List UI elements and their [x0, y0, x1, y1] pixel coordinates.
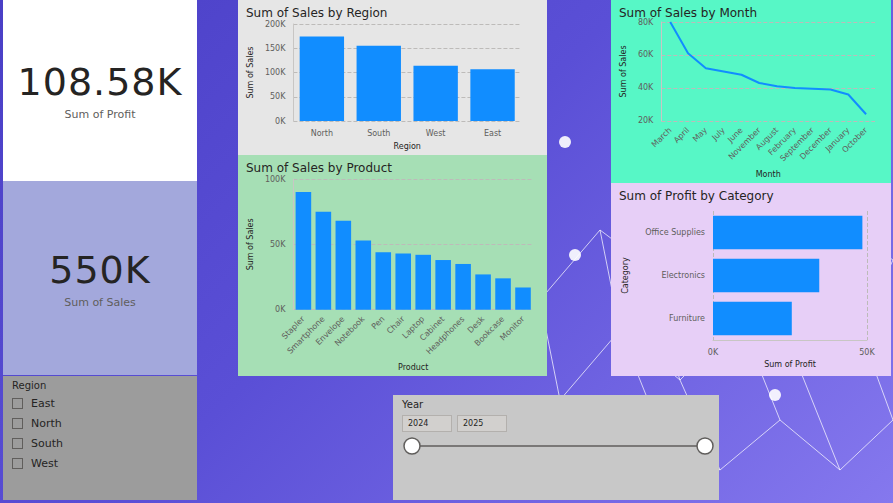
html-text:Sum of Profit: Sum of Profit [64, 108, 136, 121]
svg-text:Sum of Sales: Sum of Sales [246, 47, 255, 99]
svg-text:Category: Category [621, 257, 630, 294]
svg-text:150K: 150K [265, 44, 286, 53]
svg-text:Furniture: Furniture [669, 314, 705, 323]
svg-text:Stapler: Stapler [280, 314, 307, 342]
svg-text:50K: 50K [270, 92, 286, 101]
svg-text:West: West [426, 129, 446, 138]
svg-text:August: August [754, 125, 781, 152]
svg-text:Monitor: Monitor [498, 314, 526, 342]
svg-text:200K: 200K [265, 20, 286, 29]
svg-text:Sum of Sales by Month: Sum of Sales by Month [619, 6, 757, 20]
svg-text:Bookcase: Bookcase [473, 314, 506, 347]
svg-text:North: North [311, 129, 333, 138]
svg-text:Cabinet: Cabinet [418, 314, 447, 343]
svg-text:Sum of Profit: Sum of Profit [764, 360, 816, 369]
html-text:North: North [31, 416, 62, 430]
svg-text:April: April [672, 126, 691, 145]
html-text:550K: 550K [49, 247, 151, 292]
svg-text:60K: 60K [638, 50, 654, 59]
svg-text:Sum of Sales: Sum of Sales [246, 218, 255, 270]
html-text:Sum of Sales: Sum of Sales [64, 295, 136, 309]
svg-text:0K: 0K [708, 348, 719, 357]
svg-text:June: June [726, 125, 745, 145]
svg-text:Office Supplies: Office Supplies [645, 228, 705, 237]
html-text:Region: Region [12, 380, 47, 391]
svg-text:May: May [691, 126, 709, 144]
svg-text:Chair: Chair [385, 314, 407, 336]
svg-text:Notebook: Notebook [333, 314, 367, 348]
svg-text:Region: Region [394, 142, 421, 151]
html-text:South: South [31, 436, 63, 450]
html-text:2025: 2025 [463, 419, 484, 428]
svg-text:0K: 0K [275, 117, 286, 126]
html-text:Year: Year [402, 399, 424, 410]
svg-text:Smartphone: Smartphone [285, 314, 327, 356]
svg-text:March: March [650, 126, 674, 150]
svg-text:January: January [823, 125, 852, 154]
html-text:108.58K: 108.58K [17, 60, 183, 104]
svg-text:July: July [710, 126, 727, 143]
svg-text:Pen: Pen [370, 315, 387, 332]
html-text:2024: 2024 [408, 419, 429, 428]
svg-text:February: February [766, 125, 799, 158]
svg-text:40K: 40K [638, 83, 654, 92]
svg-text:October: October [840, 125, 869, 154]
svg-text:South: South [367, 129, 390, 138]
svg-text:100K: 100K [265, 68, 286, 77]
svg-text:Sum of Sales: Sum of Sales [619, 45, 628, 97]
svg-text:November: November [726, 125, 763, 162]
svg-text:September: September [778, 125, 816, 164]
svg-text:50K: 50K [270, 240, 286, 249]
html-text:West: West [31, 456, 58, 470]
svg-text:Electronics: Electronics [661, 271, 705, 280]
svg-text:Product: Product [398, 363, 428, 372]
svg-text:Sum of Profit by Category: Sum of Profit by Category [619, 189, 774, 203]
svg-text:Headphones: Headphones [425, 315, 467, 357]
svg-text:Laptop: Laptop [400, 314, 427, 341]
svg-text:20K: 20K [638, 116, 654, 125]
svg-text:Month: Month [756, 170, 781, 179]
svg-text:Desk: Desk [465, 314, 487, 335]
svg-text:100K: 100K [265, 175, 286, 184]
svg-text:80K: 80K [637, 17, 654, 27]
svg-text:Envelope: Envelope [314, 314, 347, 347]
svg-text:Sum of Sales by Region: Sum of Sales by Region [246, 6, 387, 20]
svg-text:East: East [484, 129, 501, 138]
svg-text:50K: 50K [859, 348, 875, 357]
svg-text:December: December [798, 125, 834, 162]
html-text:East: East [31, 396, 55, 410]
svg-text:0K: 0K [275, 305, 286, 314]
svg-text:Sum of Sales by Product: Sum of Sales by Product [246, 161, 392, 175]
